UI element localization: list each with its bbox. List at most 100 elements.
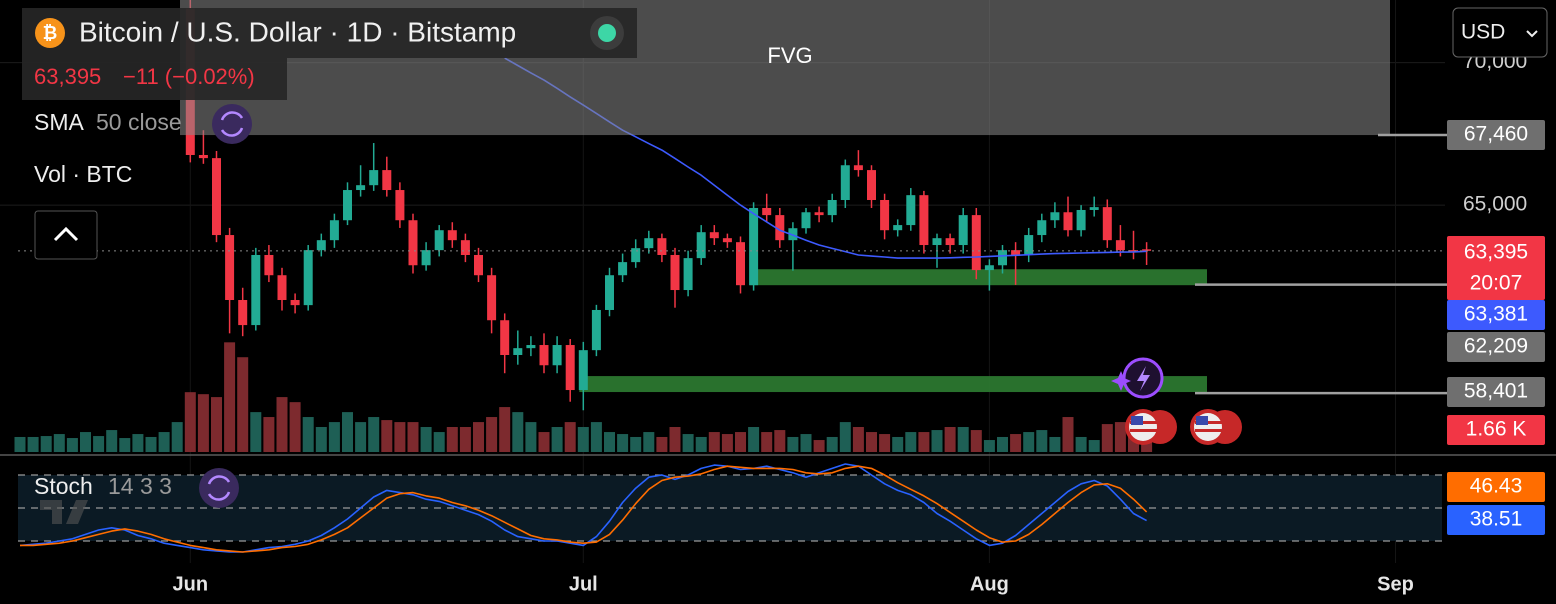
volume-bar: [931, 430, 943, 452]
candle-body: [487, 275, 497, 321]
sma-params: 50 close: [96, 109, 182, 135]
volume-bar: [905, 432, 917, 452]
volume-bar: [394, 422, 406, 452]
volume-bar: [735, 432, 746, 452]
stoch-name: Stoch: [34, 473, 93, 499]
candle-body: [513, 348, 523, 355]
candle-body: [329, 220, 339, 241]
candle-body: [657, 238, 667, 255]
sma-settings[interactable]: [212, 104, 252, 144]
candle-body: [683, 258, 693, 291]
candle-body: [919, 195, 929, 246]
volume-bar: [721, 434, 733, 452]
volume-bar: [93, 436, 105, 452]
volume-bar: [983, 440, 995, 452]
candle-body: [500, 320, 510, 355]
candle-body: [618, 262, 628, 276]
volume-bar: [420, 427, 432, 452]
candle-body: [722, 238, 732, 243]
volume-bar: [499, 407, 511, 452]
volume-bar: [407, 422, 419, 452]
volume-bar: [617, 434, 629, 452]
volume-bar: [263, 417, 275, 452]
chart-title: Bitcoin / U.S. Dollar · 1D · Bitstamp: [79, 16, 516, 47]
candle-body: [1076, 209, 1086, 231]
candle-body: [998, 250, 1007, 266]
collapse-button[interactable]: [34, 210, 98, 260]
x-tick-label: Jul: [569, 573, 598, 595]
candle-body: [762, 207, 772, 216]
level-label-box: [1447, 120, 1545, 151]
x-tick-label: Jun: [173, 573, 209, 595]
volume-bar: [1036, 430, 1048, 452]
volume-bar: [342, 412, 353, 452]
candle-body: [853, 165, 863, 171]
volume-bar: [564, 422, 576, 452]
x-tick-label: Aug: [970, 573, 1009, 595]
candle-body: [382, 170, 392, 191]
candle-body: [788, 228, 798, 241]
volume-bar: [250, 412, 262, 452]
volume-bar: [486, 417, 498, 452]
sparkle: [1111, 371, 1131, 391]
volume-bar: [538, 432, 550, 452]
sma-name: SMA: [34, 109, 85, 135]
volume-bar: [53, 434, 65, 452]
volume-bar: [328, 422, 340, 452]
stoch-layer: [18, 463, 1442, 553]
volume-bar: [197, 394, 209, 452]
candle-body: [906, 195, 916, 226]
volume-bar: [66, 438, 78, 452]
level-label: 58,401: [1464, 380, 1528, 403]
volume-bar: [787, 436, 799, 452]
dropdown-caret: [1526, 30, 1538, 38]
market-status: [598, 24, 616, 42]
candle-body: [670, 254, 680, 291]
candle-body: [212, 158, 221, 236]
flag-stripe: [1130, 429, 1157, 432]
candle-body: [932, 238, 942, 246]
candle-body: [356, 185, 366, 191]
volume-bar: [826, 436, 838, 452]
currency-selector[interactable]: [1452, 7, 1548, 58]
volume-bar: [1010, 434, 1022, 452]
stoch-d-label-box: [1447, 472, 1545, 502]
candle-body: [893, 225, 903, 231]
candle-body: [840, 165, 850, 201]
volume-bar: [145, 436, 157, 452]
candle-body: [290, 300, 300, 306]
stoch-k-label-box: [1447, 505, 1545, 535]
volume-label: 1.66 K: [1466, 418, 1527, 441]
volume-bar: [171, 422, 183, 452]
candle-body: [1037, 220, 1047, 236]
fvg-label: FVG: [767, 43, 812, 68]
candle-body: [880, 200, 890, 231]
volume-bar: [577, 427, 589, 452]
volume-bar: [237, 357, 249, 452]
volume-bar: [184, 392, 196, 452]
volume-bar: [119, 438, 131, 452]
volume-bar: [1062, 417, 1074, 452]
volume-bar: [525, 422, 537, 452]
us-events[interactable]: [1125, 409, 1242, 445]
candle-body: [277, 275, 287, 301]
lightning: [1137, 366, 1150, 391]
volume-bar: [355, 422, 367, 452]
candle-body: [1142, 249, 1152, 251]
candle-body: [552, 345, 562, 366]
volume-bar: [1088, 440, 1100, 452]
currency: USD: [1461, 21, 1505, 44]
volume-bar: [892, 436, 904, 452]
stoch-settings[interactable]: [199, 468, 239, 508]
chevron-up: [53, 226, 79, 242]
candle-body: [1089, 207, 1099, 210]
candle-body: [749, 207, 759, 286]
header-bg: [22, 8, 637, 58]
stoch-k-line: [19, 463, 1147, 553]
volume-bar: [158, 432, 170, 452]
stoch-k-label: 38.51: [1470, 508, 1523, 531]
volume-bar: [40, 436, 52, 452]
volume-bar: [643, 432, 655, 452]
volume-bar: [708, 432, 720, 452]
candle-body: [945, 238, 955, 246]
